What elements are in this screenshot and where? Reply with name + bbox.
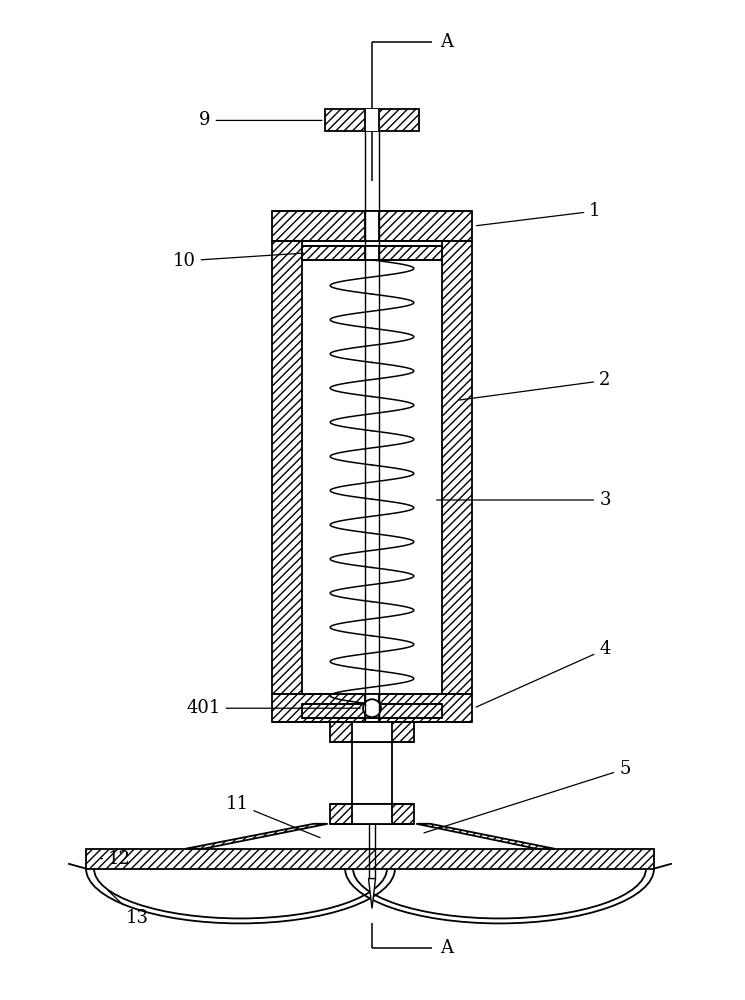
Bar [364,211,380,241]
Bar [329,722,414,742]
Text: 5: 5 [424,760,630,833]
Text: 10: 10 [173,252,303,270]
Bar [353,722,391,742]
Text: A: A [440,33,453,51]
Text: 12: 12 [101,850,131,868]
Bar [302,704,442,718]
Text: 1: 1 [476,202,600,226]
Bar [273,694,472,722]
Polygon shape [186,824,328,849]
Bar [273,241,302,694]
Bar [273,211,472,241]
Text: 401: 401 [186,699,361,717]
Text: A: A [440,939,453,957]
Text: 2: 2 [460,371,610,400]
Bar [325,109,419,131]
Bar [353,804,391,824]
Bar [364,109,380,131]
Text: 4: 4 [476,640,610,707]
Text: 11: 11 [226,795,320,838]
Polygon shape [416,824,554,849]
Bar [302,241,442,694]
Text: 13: 13 [108,890,149,927]
Bar [302,246,442,260]
Circle shape [363,699,381,717]
Bar [329,804,414,824]
Bar [364,246,380,260]
Bar [86,849,654,869]
Polygon shape [369,879,375,908]
Bar [364,694,380,722]
Bar [364,704,380,718]
Text: 3: 3 [437,491,611,509]
Bar [442,241,472,694]
Text: 9: 9 [199,111,322,129]
